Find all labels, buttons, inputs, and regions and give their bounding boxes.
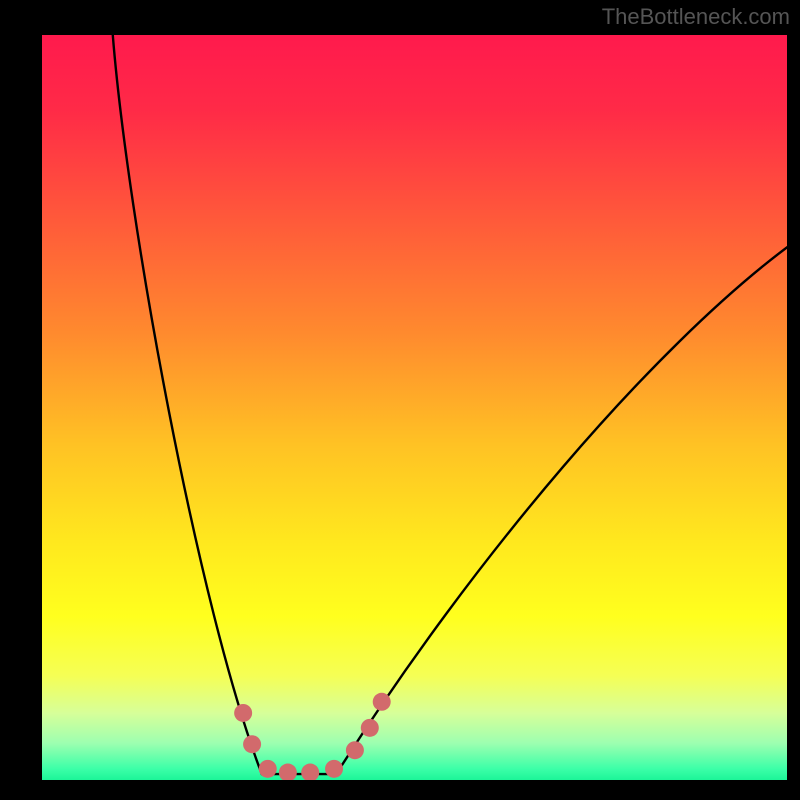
gradient-background (42, 35, 787, 780)
curve-marker (325, 760, 343, 778)
curve-marker (373, 693, 391, 711)
bottleneck-chart (42, 35, 787, 780)
plot-area (42, 35, 787, 780)
curve-marker (361, 719, 379, 737)
curve-marker (243, 735, 261, 753)
curve-marker (234, 704, 252, 722)
curve-marker (259, 760, 277, 778)
attribution-text: TheBottleneck.com (602, 4, 790, 30)
curve-marker (346, 741, 364, 759)
